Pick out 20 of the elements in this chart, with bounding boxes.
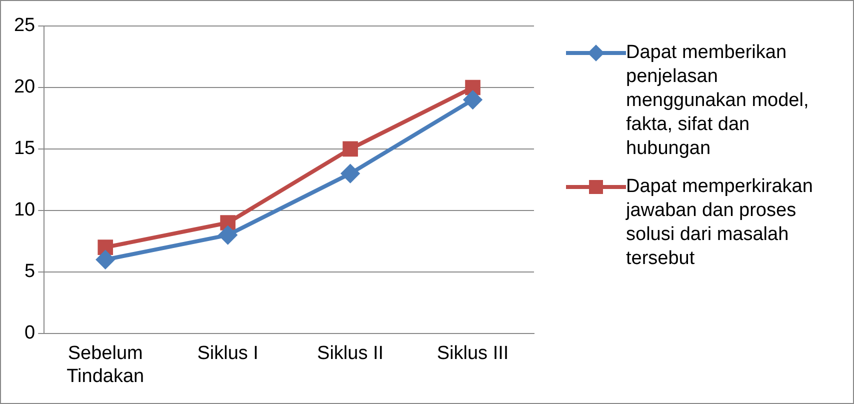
y-tick-label: 0 xyxy=(24,322,36,344)
point xyxy=(218,226,237,244)
point xyxy=(465,80,480,96)
y-tick-label: 15 xyxy=(14,138,36,160)
x-tick-label: Sebelum Tindakan xyxy=(66,343,144,387)
point xyxy=(341,164,360,183)
x-tick-label: Siklus I xyxy=(197,343,258,364)
x-tick-label: Siklus II xyxy=(317,343,384,364)
legend-label: Dapat memperkirakan jawaban dan proses solusi dari masalah tersebut xyxy=(626,175,814,271)
y-tick-label: 10 xyxy=(14,200,36,221)
point xyxy=(342,141,358,157)
point xyxy=(220,215,236,230)
y-tick-label: 20 xyxy=(14,76,36,98)
point xyxy=(96,250,114,269)
y-tick-label: 5 xyxy=(24,261,36,282)
point xyxy=(464,90,482,109)
x-tick-label: Siklus III xyxy=(436,343,509,364)
point xyxy=(98,240,114,255)
y-tick-label: 25 xyxy=(14,15,36,36)
legend-label: Dapat memberikan penjelasan menggunakan model, fakta, sifat dan hubungan xyxy=(626,41,810,161)
